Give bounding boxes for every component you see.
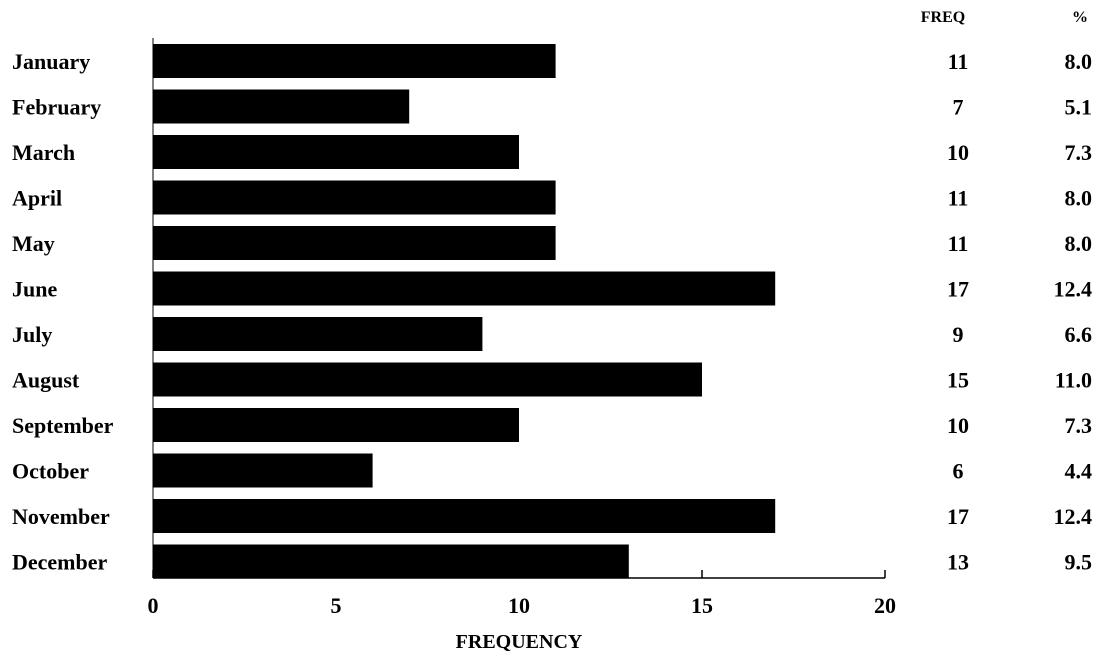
freq-column-header: FREQ	[921, 9, 965, 26]
freq-value: 10	[947, 140, 969, 165]
freq-value: 10	[947, 413, 969, 438]
bar-april	[153, 180, 556, 215]
freq-value: 13	[947, 550, 969, 575]
bars-group	[153, 44, 776, 579]
category-label: February	[12, 95, 101, 120]
x-tick-label: 10	[508, 593, 530, 618]
bar-june	[153, 271, 776, 306]
category-label: November	[12, 504, 110, 529]
bar-july	[153, 317, 483, 351]
freq-value: 6	[953, 459, 964, 484]
bar-november	[153, 499, 776, 533]
x-tick-label: 20	[874, 593, 896, 618]
freq-value: 17	[947, 277, 969, 302]
percent-value: 5.1	[1065, 95, 1093, 120]
bar-september	[153, 408, 519, 442]
freq-value: 7	[953, 95, 964, 120]
percent-value: 9.5	[1065, 550, 1093, 575]
category-label: March	[12, 140, 75, 165]
bar-february	[153, 89, 410, 124]
freq-value: 17	[947, 504, 969, 529]
bar-january	[153, 44, 556, 78]
percent-column-header: %	[1072, 9, 1088, 26]
x-tick-label: 0	[148, 593, 159, 618]
category-label: October	[12, 459, 89, 484]
percent-value: 12.4	[1054, 504, 1093, 529]
bar-march	[153, 135, 519, 169]
category-label: December	[12, 550, 108, 575]
bar-may	[153, 226, 556, 260]
value-table: FREQ % 11 8.0 7 5.1 10 7.3 11 8.0 11 8.0 17 12.4 9 6.…	[921, 9, 1092, 575]
x-tick-label: 15	[691, 593, 713, 618]
percent-value: 12.4	[1054, 277, 1093, 302]
freq-value: 9	[953, 322, 964, 347]
freq-value: 15	[947, 368, 969, 393]
x-tick-label: 5	[331, 593, 342, 618]
percent-value: 7.3	[1065, 413, 1093, 438]
freq-value: 11	[948, 231, 969, 256]
percent-value: 6.6	[1065, 322, 1093, 347]
category-label: May	[12, 231, 55, 256]
percent-value: 4.4	[1065, 459, 1093, 484]
category-label: September	[12, 413, 114, 438]
bar-august	[153, 362, 702, 397]
category-label: January	[12, 49, 90, 74]
bar-december	[153, 544, 629, 579]
category-label: June	[12, 277, 57, 302]
bar-october	[153, 453, 373, 488]
category-labels: January February March April May June July Augu…	[12, 49, 114, 575]
percent-value: 8.0	[1065, 231, 1093, 256]
percent-value: 7.3	[1065, 140, 1093, 165]
percent-value: 8.0	[1065, 49, 1093, 74]
category-label: April	[12, 186, 62, 211]
x-axis-title: FREQUENCY	[456, 631, 583, 653]
freq-value: 11	[948, 49, 969, 74]
percent-value: 11.0	[1055, 368, 1092, 393]
category-label: August	[12, 368, 80, 393]
x-axis: 0 5 10 15 20	[148, 38, 896, 618]
category-label: July	[12, 322, 52, 347]
freq-value: 11	[948, 186, 969, 211]
percent-value: 8.0	[1065, 186, 1093, 211]
